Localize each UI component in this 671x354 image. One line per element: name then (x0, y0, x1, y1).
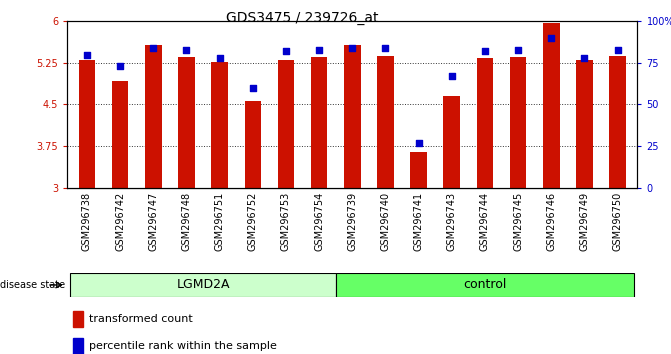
Point (380, 45, 391, 51)
Bar (336, 273, 634, 297)
Text: GSM296748: GSM296748 (181, 192, 191, 251)
Text: percentile rank within the sample: percentile rank within the sample (89, 341, 276, 352)
Bar (444, 96, 460, 188)
Text: control: control (463, 279, 507, 291)
Text: GSM296740: GSM296740 (380, 192, 391, 251)
Text: GSM296739: GSM296739 (348, 192, 357, 251)
Point (480, 48, 491, 54)
Text: disease state: disease state (0, 280, 65, 290)
Point (314, 47, 325, 52)
Point (181, 47, 192, 52)
Point (248, 85, 258, 91)
Point (280, 48, 291, 54)
Text: GSM296747: GSM296747 (148, 192, 158, 251)
Bar (311, 57, 327, 188)
Text: GSM296744: GSM296744 (480, 192, 490, 251)
Point (612, 47, 623, 52)
Text: transformed count: transformed count (89, 314, 193, 324)
Bar (79, 60, 95, 188)
Point (347, 45, 358, 51)
Bar (609, 56, 626, 188)
Bar (510, 57, 526, 188)
Bar (410, 152, 427, 188)
Bar (178, 57, 195, 188)
Text: GSM296752: GSM296752 (248, 192, 258, 251)
Point (148, 45, 158, 51)
Text: GSM296750: GSM296750 (613, 192, 623, 251)
Point (115, 63, 125, 69)
Bar (73, 311, 83, 327)
Bar (112, 81, 128, 188)
Bar (145, 45, 162, 188)
Point (214, 55, 225, 61)
Point (82, 52, 93, 57)
Bar (244, 101, 261, 188)
Text: GSM296754: GSM296754 (314, 192, 324, 251)
Bar (344, 45, 360, 188)
Text: GDS3475 / 239726_at: GDS3475 / 239726_at (225, 11, 378, 25)
Text: GSM296745: GSM296745 (513, 192, 523, 251)
Bar (278, 59, 295, 188)
Bar (73, 338, 83, 354)
Text: GSM296749: GSM296749 (579, 192, 589, 251)
Text: GSM296753: GSM296753 (281, 192, 291, 251)
Text: GSM296742: GSM296742 (115, 192, 125, 251)
Point (513, 47, 523, 52)
Bar (211, 62, 228, 188)
Bar (543, 23, 560, 188)
Point (446, 73, 457, 79)
Text: GSM296743: GSM296743 (447, 192, 457, 251)
Point (579, 55, 590, 61)
Point (413, 140, 424, 145)
Text: LGMD2A: LGMD2A (176, 279, 229, 291)
Point (546, 35, 557, 41)
Text: GSM296741: GSM296741 (413, 192, 423, 251)
Bar (377, 56, 394, 188)
Bar (476, 58, 493, 188)
Text: GSM296751: GSM296751 (215, 192, 225, 251)
Text: GSM296738: GSM296738 (82, 192, 92, 251)
Bar (576, 60, 592, 188)
Bar (70, 273, 336, 297)
Text: GSM296746: GSM296746 (546, 192, 556, 251)
